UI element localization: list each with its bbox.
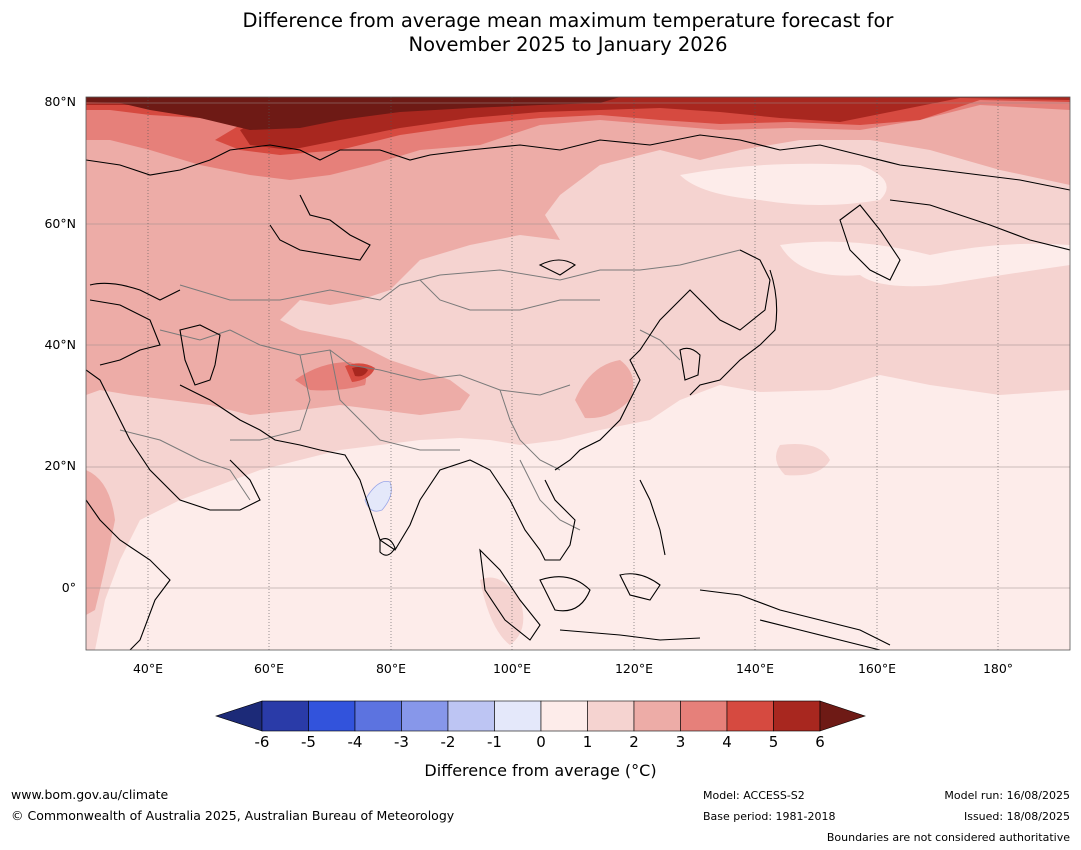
colorbar-tick-label: 3 bbox=[675, 733, 686, 751]
colorbar-segment bbox=[773, 700, 821, 732]
model-run-date: Model run: 16/08/2025 bbox=[944, 789, 1070, 802]
anomaly-1-2-patch-south bbox=[480, 577, 524, 645]
copyright-text: © Commonwealth of Australia 2025, Austra… bbox=[11, 808, 455, 823]
longitude-label: 60°E bbox=[253, 661, 285, 676]
colorbar-tick-label: -5 bbox=[301, 733, 316, 751]
colorbar-low-extension bbox=[215, 700, 263, 732]
colorbar-label: Difference from average (°C) bbox=[424, 761, 657, 780]
model-name: Model: ACCESS-S2 bbox=[703, 789, 805, 802]
colorbar-segment bbox=[540, 700, 588, 732]
longitude-label: 80°E bbox=[375, 661, 407, 676]
anomaly-2-3-patch-arabia bbox=[86, 470, 115, 615]
boundaries-disclaimer: Boundaries are not considered authoritat… bbox=[826, 831, 1070, 844]
anomaly-1-2-patch-east bbox=[776, 444, 830, 476]
anomaly-minus-1-0-patch bbox=[364, 481, 392, 512]
colorbar-tick-label: 2 bbox=[629, 733, 639, 751]
latitude-label: 40°N bbox=[44, 337, 76, 352]
latitude-label: 60°N bbox=[44, 216, 76, 231]
colorbar-tick-label: 0 bbox=[536, 733, 546, 751]
map-frame bbox=[85, 96, 1071, 651]
anomaly-5-6-patch-tibet bbox=[352, 366, 368, 377]
colorbar-tick-label: -2 bbox=[440, 733, 456, 751]
anomaly-2-3-area bbox=[86, 97, 1070, 415]
colorbar-segment bbox=[401, 700, 449, 732]
longitude-label: 140°E bbox=[735, 661, 774, 676]
longitude-label: 100°E bbox=[492, 661, 531, 676]
title-line-1: Difference from average mean maximum tem… bbox=[242, 9, 894, 32]
longitude-label: 160°E bbox=[857, 661, 896, 676]
base-period: Base period: 1981-2018 bbox=[703, 810, 836, 823]
anomaly-0-1-pocket-siberia bbox=[680, 163, 887, 205]
coastlines bbox=[86, 134, 1070, 650]
colorbar-segment bbox=[308, 700, 356, 732]
title-line-2: November 2025 to January 2026 bbox=[408, 33, 728, 56]
colorbar-segment bbox=[261, 700, 309, 732]
colorbar-segment bbox=[494, 700, 542, 732]
colorbar-tick-label: 6 bbox=[815, 733, 825, 751]
colorbar-tick-label: 5 bbox=[768, 733, 779, 751]
longitude-label: 120°E bbox=[614, 661, 653, 676]
colorbar-tick-label: -6 bbox=[254, 733, 270, 751]
map-panel bbox=[86, 97, 1070, 650]
colorbar-tick-label: -3 bbox=[394, 733, 409, 751]
website-link[interactable]: www.bom.gov.au/climate bbox=[11, 787, 169, 802]
longitude-label: 180° bbox=[982, 661, 1014, 676]
colorbar-segment bbox=[633, 700, 681, 732]
colorbar-tick-label: -1 bbox=[487, 733, 502, 751]
map-title: Difference from average mean maximum tem… bbox=[0, 9, 1081, 57]
colorbar-segment bbox=[447, 700, 495, 732]
colorbar-segment bbox=[354, 700, 402, 732]
colorbar bbox=[215, 700, 866, 732]
latitude-label: 80°N bbox=[44, 94, 76, 109]
colorbar-tick-label: 4 bbox=[722, 733, 732, 751]
colorbar-tick-label: -4 bbox=[347, 733, 363, 751]
colorbar-segment bbox=[726, 700, 774, 732]
issued-date: Issued: 18/08/2025 bbox=[963, 810, 1070, 823]
longitude-label: 40°E bbox=[132, 661, 164, 676]
latitude-label: 20°N bbox=[44, 458, 76, 473]
colorbar-high-extension bbox=[819, 700, 866, 732]
anomaly-above-6-area bbox=[86, 97, 620, 130]
meridians bbox=[147, 97, 999, 650]
anomaly-2-3-patch-china bbox=[575, 360, 634, 419]
colorbar-segment bbox=[587, 700, 635, 732]
gridlines bbox=[86, 102, 1070, 589]
colorbar-tick-label: 1 bbox=[582, 733, 593, 751]
colorbar-segment bbox=[680, 700, 728, 732]
latitude-label: 0° bbox=[61, 580, 76, 595]
country-boundaries bbox=[119, 249, 741, 531]
